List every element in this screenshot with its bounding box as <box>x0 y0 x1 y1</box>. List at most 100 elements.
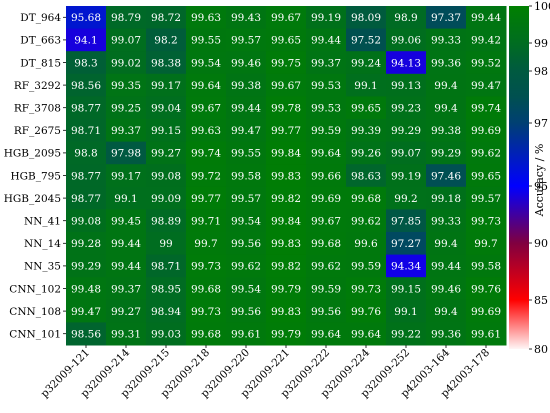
heatmap-cell <box>106 209 147 233</box>
cell-value-label: 99.67 <box>311 216 341 228</box>
cell-value-label: 97.52 <box>351 35 381 47</box>
heatmap-cell <box>146 73 187 97</box>
cell-value-label: 99.73 <box>471 216 501 228</box>
heatmap-cell <box>346 73 387 97</box>
cell-value-label: 99.54 <box>231 216 261 228</box>
heatmap-cell <box>226 232 267 256</box>
heatmap-cell <box>386 277 427 301</box>
cell-value-label: 99.67 <box>191 103 221 115</box>
heatmap-cell <box>266 299 307 323</box>
cell-value-label: 99.68 <box>351 193 381 205</box>
cell-value-label: 98.8 <box>74 148 97 160</box>
cell-value-label: 99.17 <box>111 170 141 182</box>
heatmap-cell <box>346 254 387 278</box>
cell-value-label: 99.03 <box>151 329 181 341</box>
cell-value-label: 99.73 <box>191 261 221 273</box>
cell-value-label: 99.55 <box>191 35 221 47</box>
cell-value-label: 99.72 <box>191 170 221 182</box>
heatmap-cell <box>66 186 107 210</box>
cell-value-label: 98.71 <box>151 261 181 273</box>
heatmap-cell <box>186 232 227 256</box>
heatmap-cell <box>426 232 467 256</box>
colorbar-label: Accuracy / % <box>533 144 546 218</box>
heatmap-cell <box>426 277 467 301</box>
cell-value-label: 99.23 <box>391 103 421 115</box>
cell-value-label: 99.82 <box>271 261 301 273</box>
cell-value-label: 99.67 <box>271 80 301 92</box>
heatmap-cell <box>66 28 107 52</box>
cell-value-label: 98.72 <box>151 12 181 24</box>
cell-value-label: 99.67 <box>271 12 301 24</box>
heatmap-cell <box>146 6 187 30</box>
heatmap-cell <box>66 51 107 75</box>
heatmap-cell <box>146 254 187 278</box>
heatmap-cell <box>306 232 347 256</box>
cell-value-label: 99.19 <box>311 12 341 24</box>
cell-value-label: 99.22 <box>391 329 421 341</box>
cell-value-label: 99.61 <box>231 329 261 341</box>
heatmap-cell <box>186 209 227 233</box>
cell-value-label: 98.79 <box>111 12 141 24</box>
heatmap-cell <box>266 164 307 188</box>
cell-value-label: 99.57 <box>231 35 261 47</box>
heatmap-cells <box>66 6 507 346</box>
heatmap-cell <box>426 322 467 346</box>
cell-value-label: 99.13 <box>391 80 421 92</box>
heatmap-cell-labels: 95.68 98.79 98.72 99.63 99.43 99.67 99.19 98.09… <box>71 12 501 340</box>
cell-value-label: 99.69 <box>311 193 341 205</box>
cell-value-label: 99.19 <box>391 170 421 182</box>
cell-value-label: 99.53 <box>311 103 341 115</box>
cell-value-label: 99.76 <box>471 283 501 295</box>
cell-value-label: 99.74 <box>191 148 221 160</box>
heatmap-cell <box>306 73 347 97</box>
heatmap-cell <box>426 28 467 52</box>
heatmap-cell <box>146 51 187 75</box>
cell-value-label: 99.84 <box>271 148 301 160</box>
cell-value-label: 99.06 <box>391 35 421 47</box>
heatmap-cell <box>346 232 387 256</box>
cell-value-label: 99.1 <box>114 193 137 205</box>
row-tick-label: HGB_2045 <box>4 193 61 205</box>
row-tick-label: DT_815 <box>20 57 61 69</box>
cell-value-label: 99.6 <box>354 238 378 250</box>
heatmap-cell <box>346 51 387 75</box>
heatmap-cell <box>226 28 267 52</box>
heatmap-cell <box>186 141 227 165</box>
heatmap-cell <box>426 6 467 30</box>
heatmap-cell <box>186 299 227 323</box>
heatmap-cell <box>106 96 147 120</box>
heatmap-cell <box>386 96 427 120</box>
heatmap-cell <box>266 232 307 256</box>
cell-value-label: 99.08 <box>71 216 101 228</box>
cell-value-label: 99.71 <box>191 216 221 228</box>
cell-value-label: 99.76 <box>351 306 381 318</box>
heatmap-cell <box>266 209 307 233</box>
heatmap-cell <box>426 141 467 165</box>
colorbar-tick-label: 98 <box>534 65 548 78</box>
heatmap-cell <box>466 186 507 210</box>
cell-value-label: 95.68 <box>71 12 101 24</box>
cell-value-label: 97.46 <box>431 170 461 182</box>
heatmap-cell <box>186 6 227 30</box>
heatmap-cell <box>66 164 107 188</box>
heatmap-cell <box>386 299 427 323</box>
heatmap-cell <box>266 73 307 97</box>
heatmap-cell <box>146 96 187 120</box>
heatmap-cell <box>66 254 107 278</box>
cell-value-label: 99.1 <box>354 80 377 92</box>
heatmap-cell <box>66 277 107 301</box>
cell-value-label: 99.4 <box>434 103 458 115</box>
heatmap-cell <box>386 254 427 278</box>
heatmap-cell <box>466 254 507 278</box>
heatmap-cell <box>66 6 107 30</box>
cell-value-label: 99.07 <box>111 35 141 47</box>
cell-value-label: 99.64 <box>311 148 341 160</box>
heatmap-cell <box>226 6 267 30</box>
heatmap-cell <box>186 51 227 75</box>
cell-value-label: 98.77 <box>71 170 101 182</box>
heatmap-cell <box>146 232 187 256</box>
heatmap-cell <box>426 73 467 97</box>
cell-value-label: 99.24 <box>351 57 381 69</box>
cell-value-label: 99.46 <box>431 283 461 295</box>
heatmap-cell <box>146 119 187 143</box>
